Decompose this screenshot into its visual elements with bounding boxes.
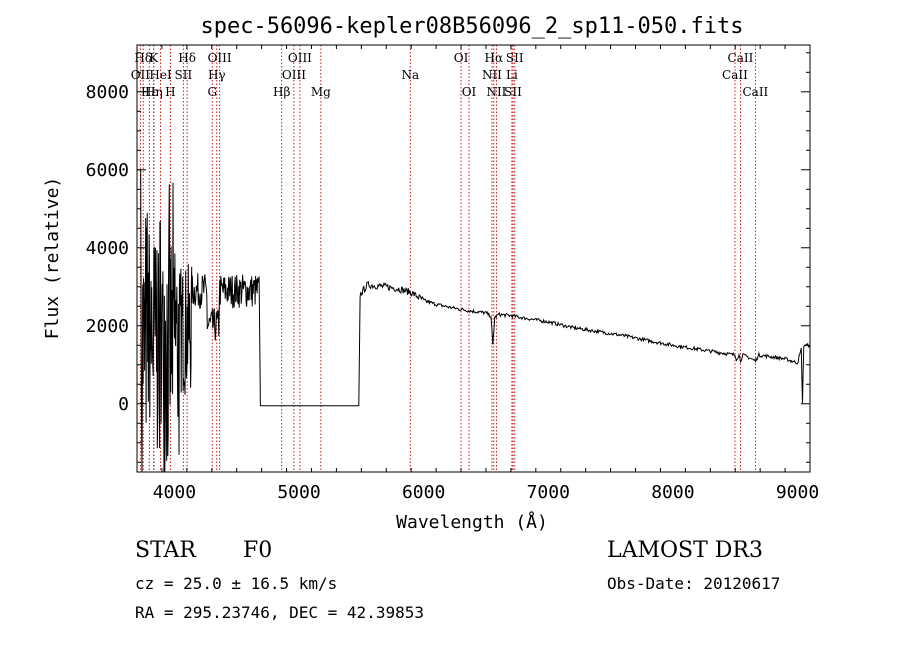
line-marker-label: Li xyxy=(506,68,518,82)
line-marker-label: Mg xyxy=(311,85,331,99)
line-marker-label: SII xyxy=(506,51,524,65)
y-tick-label: 2000 xyxy=(86,316,129,337)
line-marker-label: OI xyxy=(462,85,477,99)
line-marker-label: Hε xyxy=(141,85,158,99)
line-marker-label: NII xyxy=(486,85,506,99)
y-axis-label: Flux (relative) xyxy=(42,177,63,340)
line-marker-label: G xyxy=(207,85,217,99)
chart-title: spec-56096-kepler08B56096_2_sp11-050.fit… xyxy=(200,14,743,39)
line-marker-label: Hα xyxy=(485,51,504,65)
line-marker-label: CaII xyxy=(742,85,768,99)
spectrum-line xyxy=(137,169,811,473)
line-marker-label: Hβ xyxy=(273,85,290,99)
x-axis-label: Wavelength (Å) xyxy=(396,511,548,533)
x-axis: 4000 5000 6000 7000 8000 9000 xyxy=(136,45,819,503)
line-marker-label: K xyxy=(149,51,159,65)
x-tick-label: 8000 xyxy=(651,482,694,503)
x-tick-label: 7000 xyxy=(527,482,570,503)
line-marker-label: OI xyxy=(454,51,469,65)
x-tick-label: 5000 xyxy=(277,482,320,503)
line-marker-label: SII xyxy=(175,68,193,82)
spectral-subclass: F0 xyxy=(243,538,273,563)
line-marker-label: Hη xyxy=(145,85,163,99)
line-marker-label: Hδ xyxy=(178,51,196,65)
line-marker-label: Hγ xyxy=(208,68,226,82)
y-tick-label: 6000 xyxy=(86,160,129,181)
line-marker-label: NII xyxy=(482,68,502,82)
line-marker-label: OII xyxy=(131,68,151,82)
line-marker-label: Na xyxy=(401,68,419,82)
spectral-line-markers xyxy=(139,45,756,472)
line-marker-label: Hδ xyxy=(134,51,152,65)
line-marker-label: CaII xyxy=(722,68,748,82)
line-marker-label: CaII xyxy=(728,51,754,65)
y-tick-label: 4000 xyxy=(86,238,129,259)
object-type: STAR xyxy=(135,538,196,563)
y-axis: 0 2000 4000 6000 8000 xyxy=(86,52,810,463)
line-marker-label: HeI xyxy=(149,68,172,82)
x-tick-label: 4000 xyxy=(153,482,196,503)
plot-frame xyxy=(136,44,811,473)
x-tick-label: 9000 xyxy=(776,482,819,503)
line-marker-label: SII xyxy=(504,85,522,99)
line-marker-label: OIII xyxy=(208,51,232,65)
observation-date: Obs-Date: 20120617 xyxy=(607,574,781,593)
line-marker-label: OIII xyxy=(288,51,312,65)
spectrum-series xyxy=(137,169,811,473)
x-tick-label: 6000 xyxy=(402,482,445,503)
sky-coordinates: RA = 295.23746, DEC = 42.39853 xyxy=(135,603,424,622)
redshift-value: cz = 25.0 ± 16.5 km/s xyxy=(135,574,338,593)
survey-name: LAMOST DR3 xyxy=(607,538,763,563)
y-tick-label: 0 xyxy=(118,394,129,415)
line-marker-label: H xyxy=(165,85,175,99)
line-marker-label: OIII xyxy=(282,68,306,82)
y-tick-label: 8000 xyxy=(86,82,129,103)
